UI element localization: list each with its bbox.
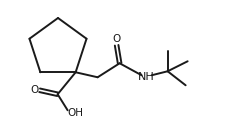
Text: OH: OH	[67, 108, 83, 118]
Text: NH: NH	[138, 72, 154, 82]
Text: O: O	[112, 34, 120, 44]
Text: O: O	[30, 85, 39, 95]
